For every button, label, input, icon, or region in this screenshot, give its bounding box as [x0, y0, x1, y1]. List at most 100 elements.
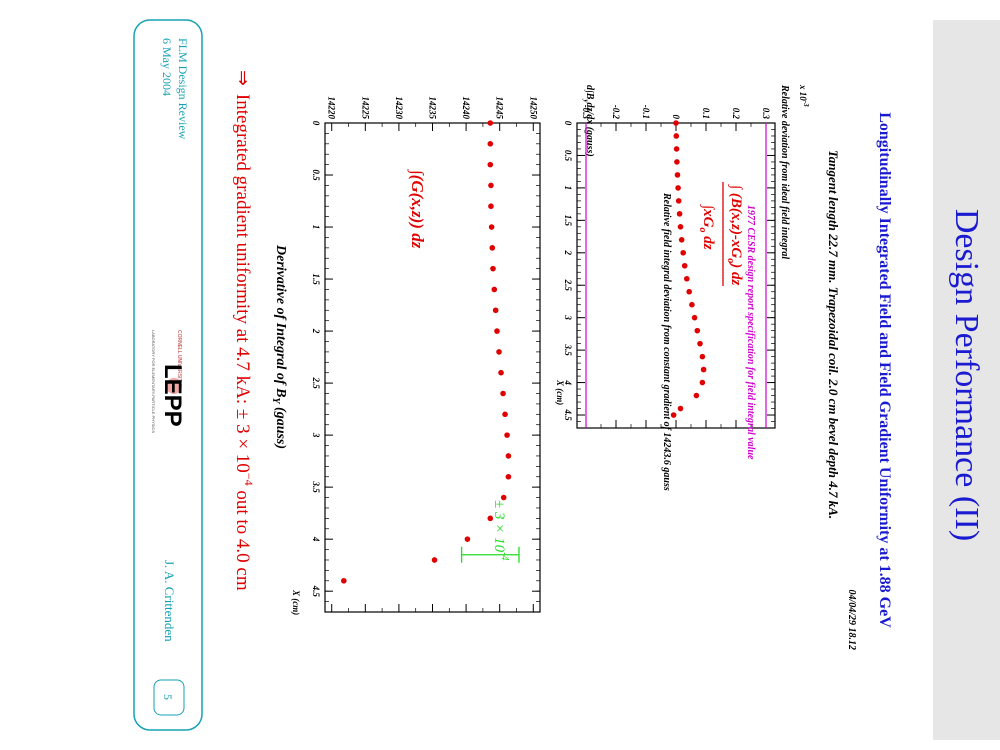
- page-number-box: [153, 679, 185, 716]
- lepp-logo: CORNELL UNIVERSITY LEPP LABORATORY FOR E…: [151, 330, 186, 433]
- chart1-data-point: [675, 198, 682, 204]
- date-stamp: 04/04/29 18.12: [846, 589, 857, 650]
- chart1-data-point: [700, 366, 707, 373]
- chart2-bottom-caption: Derivative of Integral of BY (gauss): [270, 244, 288, 449]
- chart1-xtick-label: 2.5: [563, 279, 573, 292]
- error-label: ± 3 × 10-4: [491, 500, 510, 560]
- chart1-data-point: [673, 133, 680, 139]
- chart1-data-point: [670, 412, 677, 418]
- chart2-xlabel: X (cm): [291, 589, 301, 615]
- caption-line: Tangent length 22.7 mm. Trapezoidal coil…: [826, 150, 841, 519]
- chart1-data-point: [681, 262, 688, 269]
- chart1-xtick-label: 0: [563, 121, 573, 126]
- chart1-data-point: [691, 314, 698, 321]
- chart2-data-point: [504, 432, 510, 438]
- chart2-ylabel: d∫Bydz/dx (gauss): [582, 85, 595, 157]
- chart2-xtick-label: 3: [311, 432, 321, 438]
- footer-author: J. A. Crittenden: [162, 560, 177, 642]
- chart2-xtick-label: 2: [311, 328, 321, 334]
- page-title: Design Performance (II): [948, 209, 985, 541]
- chart1-ytick-label: 0: [671, 115, 681, 120]
- spec-label: 1977 CESR design report specification fo…: [745, 205, 756, 460]
- chart1-xtick-label: 4: [563, 379, 573, 385]
- chart1-formula-numerator: ∫ (B(x,z)-xGo) dz: [725, 184, 744, 286]
- chart1-data-point: [676, 211, 683, 217]
- chart2-data-point: [490, 265, 496, 272]
- chart1-data-point: [674, 172, 681, 178]
- chart1-xtick-label: 0.5: [563, 150, 573, 162]
- chart2-ytick-label: 14235: [428, 97, 438, 120]
- chart1-data-point: [699, 353, 706, 360]
- chart2-ytick-label: 14250: [528, 97, 538, 120]
- chart2-data-point: [489, 245, 496, 251]
- chart2-frame: [324, 122, 541, 613]
- chart2-data-point: [494, 328, 500, 334]
- chart2-data-point: [505, 473, 512, 480]
- chart1-xtick-label: 4.5: [563, 408, 573, 421]
- chart2-data-point: [500, 390, 506, 397]
- chart2-data-point: [487, 141, 494, 147]
- footer-date: 6 May 2004: [160, 38, 174, 96]
- chart1-data-point: [673, 120, 679, 126]
- page-number: 5: [161, 694, 175, 700]
- chart1-xtick-label: 1.5: [563, 215, 573, 227]
- chart1-ytick-label: -0.2: [611, 105, 621, 120]
- chart1-xtick-label: 3.5: [563, 344, 573, 357]
- chart1-data-point: [673, 146, 680, 152]
- chart1-ytick-label: 0.3: [761, 108, 771, 120]
- chart1-data-point: [680, 249, 686, 256]
- y-multiplier: x 10-3: [798, 84, 810, 107]
- subtitle: Longitudinally Integrated Field and Fiel…: [876, 112, 893, 628]
- chart1-formula-denominator: ∫xGo dz: [697, 204, 716, 250]
- chart1-data-point: [677, 224, 684, 230]
- chart2-data-point: [496, 349, 502, 355]
- chart2-data-point: [487, 161, 494, 168]
- chart1-ytick-label: 0.2: [731, 108, 741, 120]
- chart2-data-point: [341, 577, 347, 584]
- chart1-xtick-label: 2: [563, 250, 573, 256]
- chart1-xlabel: X (cm): [555, 379, 565, 405]
- chart1-ytick-label: -0.3: [581, 105, 591, 120]
- chart2-xtick-label: 1.5: [311, 273, 321, 285]
- chart-field-integral: 0 0.5 1 1.5 2 2.5 3 3.5 4 4.5 -0.3 -0.2 -0.1 0 0.1 0.2 0…: [563, 105, 776, 491]
- chart1-data-point: [699, 379, 706, 386]
- chart1-data-point: [674, 159, 680, 165]
- chart1-note: Relative field integral deviation from c…: [661, 192, 672, 491]
- chart2-xtick-label: 4: [311, 536, 321, 542]
- chart1-ytick-label: -0.1: [641, 105, 651, 119]
- chart2-data-point: [488, 182, 494, 189]
- chart2-xtick-label: 0: [311, 121, 321, 126]
- chart2-data-point: [431, 557, 438, 563]
- logo-tagline: LABORATORY FOR ELEMENTARY-PARTICLE PHYSI…: [151, 330, 156, 433]
- chart2-xtick-label: 1: [311, 225, 321, 230]
- chart2-ytick-label: 14245: [495, 97, 505, 120]
- chart1-data-point: [693, 392, 700, 399]
- chart1-xtick-label: 1: [563, 186, 573, 191]
- chart1-data-point: [697, 340, 703, 347]
- chart1-data-point: [683, 275, 690, 282]
- chart1-ylabel: Relative deviation from ideal field inte…: [779, 84, 790, 259]
- footer-event: FLM Design Review: [176, 38, 190, 140]
- chart2-data-point: [487, 120, 494, 126]
- chart2-data-point: [500, 494, 507, 501]
- logo-wordmark: LEPP: [159, 364, 186, 427]
- chart2-ytick-label: 14230: [394, 97, 404, 120]
- chart1-data-point: [686, 288, 692, 295]
- chart2-data-point: [491, 286, 498, 293]
- chart2-ytick-label: 14240: [461, 97, 471, 120]
- conclusion-line: ⇒Integrated gradient uniformity at 4.7 k…: [232, 70, 256, 591]
- chart2-data-point: [502, 411, 508, 418]
- chart1-data-point: [677, 405, 684, 412]
- chart2-data-point: [488, 203, 494, 210]
- chart2-ytick-label: 14220: [327, 97, 337, 120]
- chart1-data-point: [678, 237, 685, 243]
- chart2-xtick-label: 0.5: [311, 169, 321, 181]
- chart1-ytick-label: 0.1: [701, 108, 711, 119]
- title-band: [933, 20, 1000, 740]
- chart2-xtick-label: 4.5: [311, 585, 321, 598]
- logo-university: CORNELL UNIVERSITY: [176, 330, 182, 385]
- chart2-xtick-label: 3.5: [311, 481, 321, 494]
